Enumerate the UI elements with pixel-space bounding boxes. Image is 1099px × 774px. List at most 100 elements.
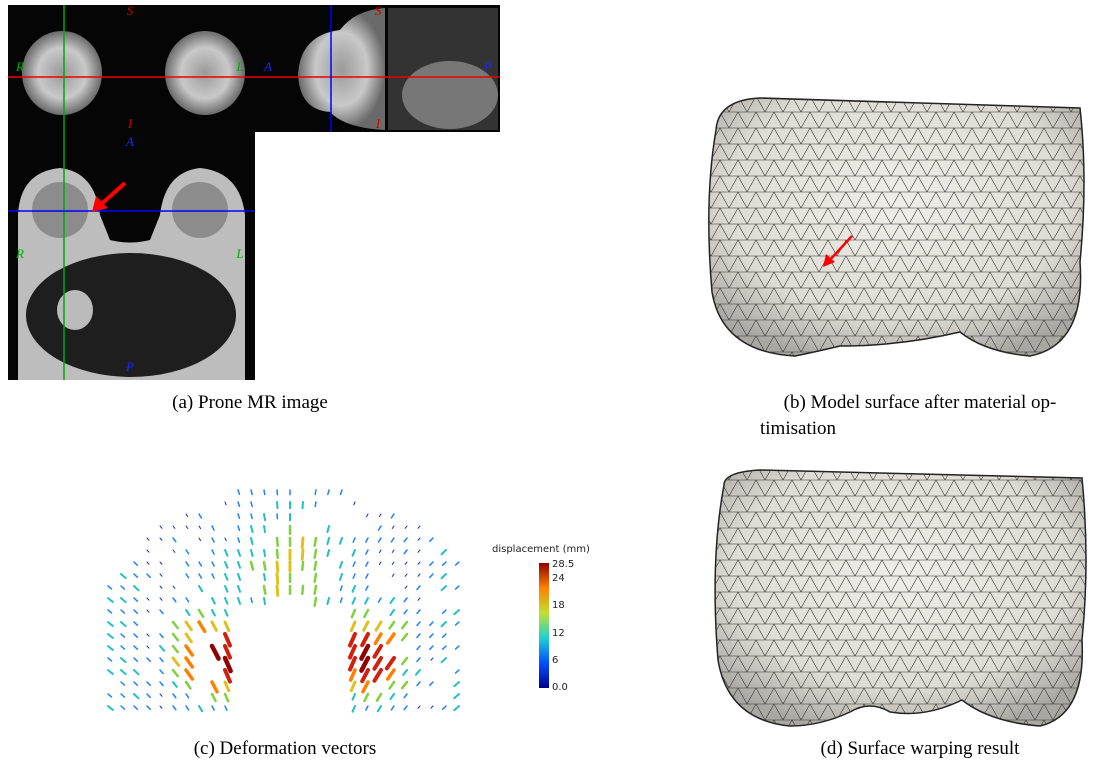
colorbar-tick: 28.5 bbox=[552, 559, 574, 570]
vector-arrow bbox=[120, 705, 126, 710]
vector-arrow bbox=[211, 525, 215, 531]
vector-arrow bbox=[378, 561, 382, 566]
vector-arrow bbox=[365, 573, 369, 579]
vector-arrow bbox=[133, 585, 140, 592]
vector-arrow bbox=[417, 561, 421, 565]
orientation-label: I bbox=[375, 116, 381, 131]
vector-arrow bbox=[107, 693, 113, 698]
vector-arrow bbox=[146, 693, 151, 699]
vector-arrow bbox=[263, 513, 267, 522]
vector-arrow bbox=[172, 681, 178, 688]
vector-arrow bbox=[224, 549, 229, 557]
vector-arrow bbox=[300, 536, 305, 549]
vector-arrow bbox=[224, 501, 227, 506]
vector-arrow bbox=[440, 549, 447, 556]
vector-arrow bbox=[249, 560, 255, 571]
vector-arrow bbox=[429, 537, 434, 543]
vector-arrow bbox=[389, 597, 395, 605]
vector-arrow bbox=[313, 560, 318, 571]
orientation-label: S bbox=[375, 3, 382, 18]
vector-arrow bbox=[365, 585, 369, 591]
vector-arrow bbox=[404, 525, 408, 529]
vector-arrow bbox=[365, 549, 369, 555]
vector-arrow bbox=[338, 573, 343, 581]
vector-arrow bbox=[237, 597, 242, 605]
vector-arrow bbox=[353, 501, 356, 506]
vector-arrow bbox=[185, 549, 190, 555]
vector-arrow bbox=[352, 561, 356, 567]
vector-arrow bbox=[301, 584, 305, 596]
vector-arrow bbox=[403, 705, 408, 711]
vector-arrow bbox=[416, 633, 421, 639]
vector-arrow bbox=[211, 573, 215, 579]
vector-arrow bbox=[388, 680, 396, 690]
vector-arrow bbox=[184, 620, 193, 632]
vector-arrow bbox=[237, 489, 241, 496]
vector-arrow bbox=[429, 681, 434, 687]
vector-arrow bbox=[250, 549, 254, 558]
vector-arrow bbox=[107, 669, 114, 675]
vector-arrow bbox=[185, 525, 189, 529]
vector-arrow bbox=[159, 597, 163, 601]
mesh-surface bbox=[708, 97, 1085, 357]
orientation-label: R bbox=[15, 246, 24, 261]
vector-arrow bbox=[430, 705, 434, 709]
vector-arrow bbox=[159, 633, 164, 639]
vector-arrow bbox=[184, 680, 192, 690]
vector-arrow bbox=[416, 681, 421, 687]
vector-arrow bbox=[417, 549, 421, 553]
vector-arrow bbox=[364, 597, 369, 605]
orientation-label: S bbox=[127, 3, 134, 18]
vector-arrow bbox=[403, 693, 408, 699]
vector-arrow bbox=[276, 501, 279, 510]
vector-arrow bbox=[107, 597, 114, 603]
colorbar-tick: 6 bbox=[552, 655, 558, 666]
vector-arrow bbox=[107, 657, 113, 662]
vector-arrow bbox=[198, 573, 203, 579]
vector-arrow bbox=[133, 693, 140, 700]
vector-arrow bbox=[301, 560, 305, 572]
orientation-label: I bbox=[127, 116, 133, 131]
vector-arrow bbox=[146, 561, 150, 565]
vector-arrow bbox=[453, 609, 460, 616]
vector-arrow bbox=[250, 525, 254, 534]
colorbar-title: displacement (mm) bbox=[492, 544, 590, 555]
vector-arrow bbox=[349, 680, 357, 693]
vector-arrow bbox=[185, 609, 191, 617]
vector-arrow bbox=[223, 680, 231, 693]
vector-arrow bbox=[377, 537, 382, 543]
vector-arrow bbox=[384, 656, 396, 671]
vector-arrow bbox=[429, 573, 434, 579]
vector-arrow bbox=[172, 693, 177, 699]
vector-arrow bbox=[454, 669, 460, 674]
vector-arrow bbox=[171, 632, 180, 642]
vector-arrow bbox=[209, 643, 221, 661]
vector-arrow bbox=[133, 621, 139, 626]
vector-arrow bbox=[185, 573, 190, 579]
vector-arrow bbox=[347, 656, 357, 672]
vector-arrow bbox=[453, 693, 460, 700]
vector-arrow bbox=[172, 705, 177, 711]
vector-arrow bbox=[391, 525, 395, 529]
vector-arrow bbox=[417, 597, 421, 601]
vector-arrow bbox=[120, 621, 127, 628]
vector-arrow bbox=[263, 489, 266, 496]
vector-arrow bbox=[263, 549, 267, 558]
vector-arrow bbox=[441, 645, 447, 650]
vector-arrow bbox=[184, 644, 195, 657]
vector-arrow bbox=[120, 657, 127, 664]
vector-arrow bbox=[390, 705, 395, 711]
vector-arrow bbox=[440, 621, 447, 628]
vector-arrow bbox=[275, 572, 280, 585]
vector-arrow bbox=[146, 645, 150, 649]
vector-arrow bbox=[262, 560, 267, 571]
vector-arrow bbox=[363, 608, 370, 619]
vector-arrow bbox=[326, 549, 330, 558]
vector-arrow bbox=[403, 609, 408, 615]
vector-arrow bbox=[224, 561, 229, 569]
vector-arrow bbox=[351, 693, 356, 701]
vector-arrow bbox=[314, 501, 317, 508]
orientation-label: A bbox=[263, 59, 272, 74]
vector-arrow bbox=[400, 656, 409, 666]
